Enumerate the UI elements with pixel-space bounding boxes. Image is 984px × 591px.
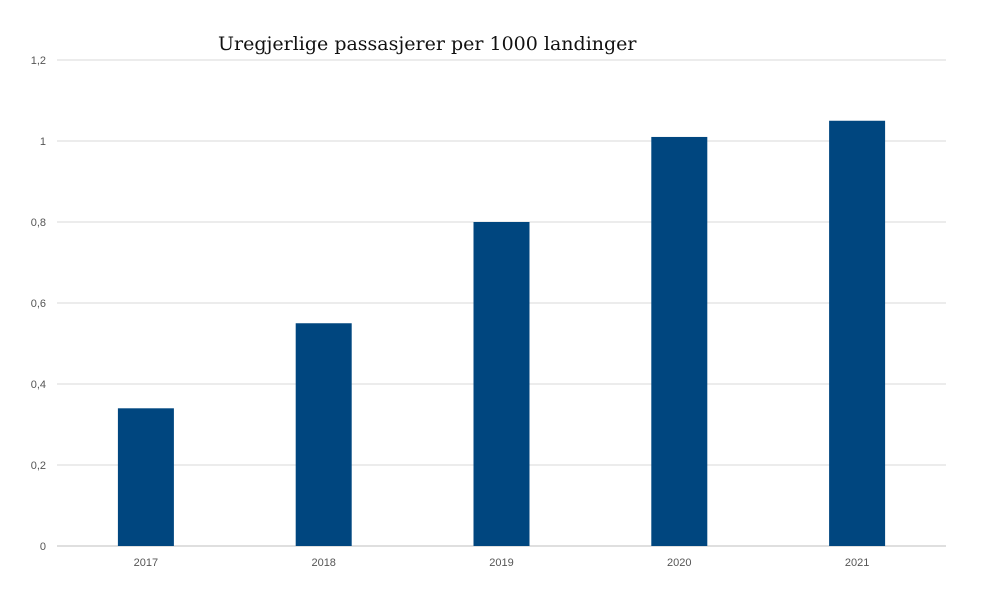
x-tick-label: 2018 xyxy=(311,557,335,569)
x-tick-label: 2017 xyxy=(134,557,158,569)
y-tick-label: 0,4 xyxy=(31,379,46,391)
y-tick-label: 0,8 xyxy=(31,217,46,229)
y-tick-label: 0,2 xyxy=(31,460,46,472)
x-tick-label: 2019 xyxy=(489,557,513,569)
bar-2018 xyxy=(295,323,352,546)
bars xyxy=(117,120,886,546)
chart-title: Uregjerlige passasjerer per 1000 landing… xyxy=(218,33,637,55)
y-tick-label: 1,2 xyxy=(31,55,46,67)
bar-2020 xyxy=(651,136,708,546)
y-axis-ticks: 0 0,2 0,4 0,6 0,8 1 1,2 xyxy=(31,55,46,553)
y-tick-label: 0,6 xyxy=(31,298,46,310)
y-tick-label: 0 xyxy=(40,541,46,553)
bar-2021 xyxy=(829,120,886,546)
bar-2017 xyxy=(117,408,174,546)
bar-2019 xyxy=(473,222,530,546)
x-tick-label: 2020 xyxy=(667,557,691,569)
x-axis-ticks: 2017 2018 2019 2020 2021 xyxy=(134,557,870,569)
x-tick-label: 2021 xyxy=(845,557,869,569)
y-tick-label: 1 xyxy=(40,136,46,148)
